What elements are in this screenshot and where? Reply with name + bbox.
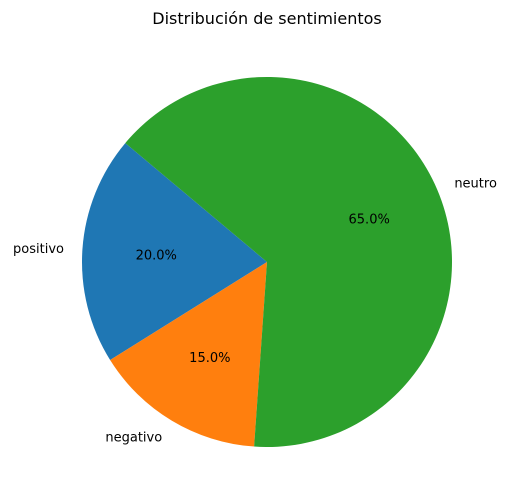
pct-label-positivo: 20.0%: [136, 248, 177, 263]
pie-slice-negativo: [110, 262, 267, 447]
slice-label-positivo: positivo: [13, 242, 64, 257]
pie-labels: positivo 20.0% negativo 15.0% neutro 65.0%: [13, 176, 497, 445]
chart-title: Distribución de sentimientos: [152, 9, 382, 28]
pct-label-neutro: 65.0%: [349, 213, 390, 228]
pie-slice-neutro: [125, 76, 452, 447]
pie-slice-positivo: [81, 143, 268, 361]
slice-label-negativo: negativo: [105, 430, 162, 445]
slice-label-neutro: neutro: [454, 176, 497, 191]
pct-label-negativo: 15.0%: [189, 351, 230, 366]
pie-slices: [81, 76, 452, 447]
